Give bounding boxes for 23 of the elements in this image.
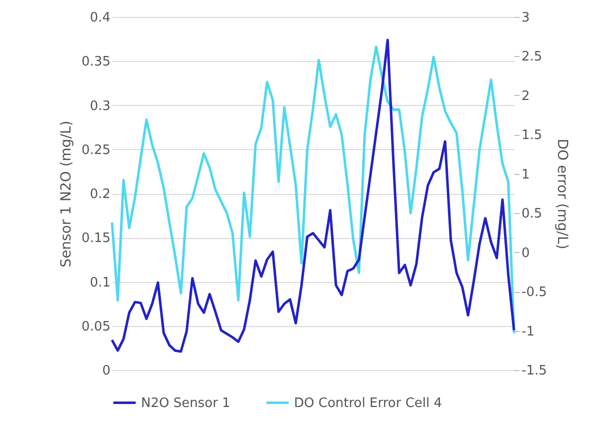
y2-tick-label: 2.5 <box>522 50 542 65</box>
legend-label: DO Control Error Cell 4 <box>294 396 442 411</box>
y-tick-label: 0.15 <box>82 231 110 246</box>
y-tick-label: 0.4 <box>90 10 110 26</box>
y2-tick-label: 0 <box>522 246 530 261</box>
y2-tick-label: -1.5 <box>522 364 547 378</box>
y-tick-label: 0 <box>102 364 110 378</box>
y2-tick-label: 1 <box>522 167 530 182</box>
y2-tick-label: 3 <box>522 10 530 26</box>
y-tick-label: 0.05 <box>82 319 110 334</box>
y2-tick-label: 1.5 <box>522 128 542 144</box>
y2-tick-label: -0.5 <box>522 285 547 300</box>
y-tick-label: 0.2 <box>90 187 110 202</box>
y-tick-label: 0.3 <box>90 98 110 114</box>
y-tick-label: 0.25 <box>82 142 110 158</box>
y-tick-label: 0.1 <box>90 275 110 290</box>
y-tick-label: 0.35 <box>82 54 110 70</box>
y-axis-title: Sensor 1 N2O (mg/L) <box>58 120 75 268</box>
y2-tick-label: -1 <box>522 324 534 340</box>
legend-label: N2O Sensor 1 <box>141 396 230 411</box>
y2-tick-label: 0.5 <box>522 206 542 222</box>
y2-axis-title: DO error (mg/L) <box>554 138 570 250</box>
y2-tick-label: 2 <box>522 88 530 104</box>
